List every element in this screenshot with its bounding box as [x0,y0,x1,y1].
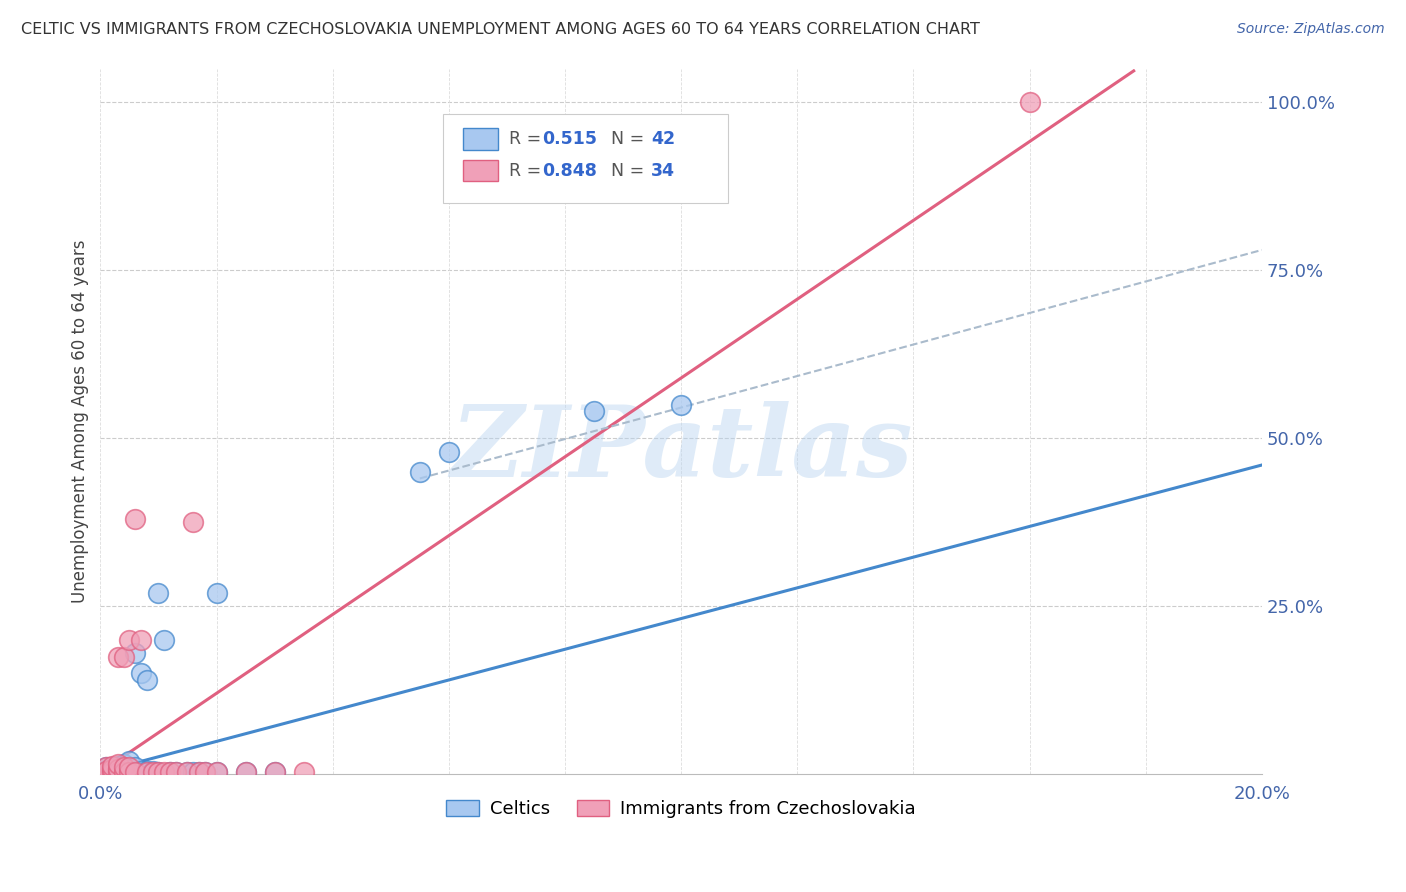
Point [107,762,129,776]
Point [129,666,152,681]
Point [159,765,181,780]
Point [176,765,198,780]
Point [101,762,124,776]
Point [101,764,124,778]
Point [107,765,129,780]
Point [124,512,146,526]
Text: 34: 34 [651,161,675,180]
Point [148,765,170,780]
Point [235,765,257,780]
Point [437,444,460,458]
Point [112,649,135,664]
Point [118,765,141,780]
Point [112,757,135,772]
Point [107,757,129,772]
Point [188,765,211,780]
Point [118,632,141,647]
Point [263,765,285,780]
Point [112,765,135,780]
Point [669,398,692,412]
Text: R =: R = [509,130,547,148]
Point [107,765,129,780]
Point [101,760,124,774]
Point [101,765,124,780]
Point [107,649,129,664]
Text: N =: N = [600,130,650,148]
Point [124,765,146,780]
Point [153,632,176,647]
Point [118,760,141,774]
Point [582,404,605,418]
Point [118,765,141,780]
Point [107,759,129,773]
Point [107,764,129,778]
Point [148,585,170,599]
Point [263,765,285,780]
Point [129,764,152,778]
Point [148,765,170,780]
Point [96,760,118,774]
Point [194,765,217,780]
Text: 0.848: 0.848 [541,161,596,180]
Point [96,763,118,777]
Point [112,763,135,777]
Point [176,765,198,780]
Legend: Celtics, Immigrants from Czechoslovakia: Celtics, Immigrants from Czechoslovakia [439,792,924,825]
Point [181,515,204,529]
Point [129,632,152,647]
Point [205,585,228,599]
Text: 0.515: 0.515 [541,130,596,148]
Point [96,760,118,774]
Point [124,765,146,780]
Point [107,762,129,776]
Point [181,765,204,780]
Point [101,762,124,776]
Point [118,762,141,776]
Text: N =: N = [600,161,650,180]
FancyBboxPatch shape [443,114,727,202]
Point [124,760,146,774]
Text: ZIPatlas: ZIPatlas [450,401,912,498]
Text: CELTIC VS IMMIGRANTS FROM CZECHOSLOVAKIA UNEMPLOYMENT AMONG AGES 60 TO 64 YEARS : CELTIC VS IMMIGRANTS FROM CZECHOSLOVAKIA… [21,22,980,37]
Point [135,764,157,778]
Text: 42: 42 [651,130,675,148]
Text: Source: ZipAtlas.com: Source: ZipAtlas.com [1237,22,1385,37]
Y-axis label: Unemployment Among Ages 60 to 64 years: Unemployment Among Ages 60 to 64 years [72,240,89,603]
Point [205,765,228,780]
Point [118,754,141,768]
Point [194,765,217,780]
Point [124,646,146,660]
Point [142,765,165,780]
Point [101,759,124,773]
Point [96,764,118,778]
Point [135,765,157,780]
FancyBboxPatch shape [463,161,498,181]
Point [188,765,211,780]
Point [96,765,118,780]
Point [1018,95,1040,109]
Point [409,465,432,479]
Point [292,765,315,780]
Point [165,765,187,780]
Point [112,765,135,780]
Point [96,765,118,780]
Point [235,765,257,780]
FancyBboxPatch shape [463,128,498,150]
Text: R =: R = [509,161,547,180]
Point [153,765,176,780]
Point [112,760,135,774]
Point [101,765,124,780]
Point [159,765,181,780]
Point [142,764,165,778]
Point [135,673,157,687]
Point [165,765,187,780]
Point [205,765,228,780]
